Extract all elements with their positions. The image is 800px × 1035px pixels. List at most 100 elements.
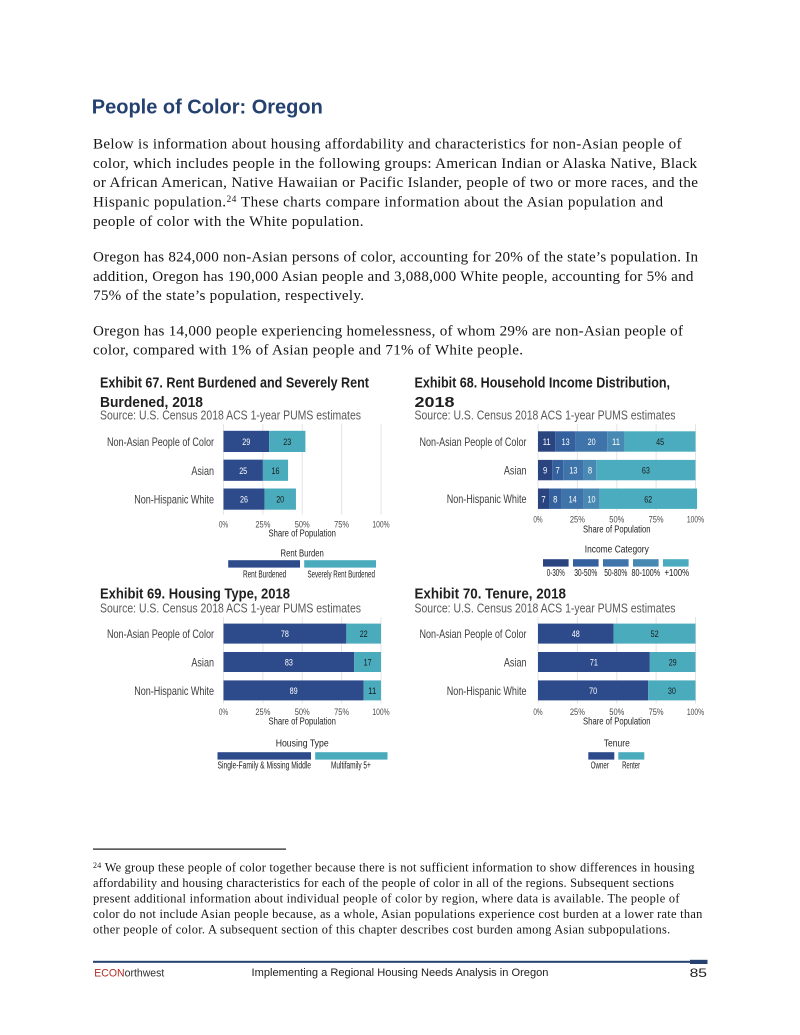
svg-text:75%: 75% (649, 707, 664, 718)
svg-text:0%: 0% (533, 514, 543, 525)
svg-text:Multifamily 5+: Multifamily 5+ (331, 761, 371, 772)
svg-text:29: 29 (669, 658, 677, 669)
svg-text:0%: 0% (533, 707, 543, 718)
svg-text:52: 52 (651, 629, 659, 640)
svg-text:Rent Burdened: Rent Burdened (243, 569, 286, 580)
svg-text:Housing Type: Housing Type (276, 739, 329, 750)
svg-text:Source: U.S. Census 2018 ACS 1: Source: U.S. Census 2018 ACS 1-year PUMS… (415, 600, 676, 615)
svg-text:Below is information about hou: Below is information about housing affor… (93, 137, 682, 153)
svg-text:0%: 0% (219, 519, 229, 530)
svg-text:83: 83 (285, 658, 293, 669)
svg-text:50%: 50% (295, 707, 310, 718)
svg-text:50%: 50% (609, 707, 624, 718)
svg-text:2018: 2018 (415, 395, 455, 411)
svg-text:Share of Population: Share of Population (268, 717, 336, 728)
svg-text:Non-Asian People of Color: Non-Asian People of Color (420, 435, 527, 449)
svg-text:17: 17 (364, 658, 372, 669)
svg-text:Tenure: Tenure (604, 739, 630, 750)
svg-text:Non-Hispanic White: Non-Hispanic White (134, 493, 214, 507)
svg-text:People of Color: Oregon: People of Color: Oregon (92, 97, 323, 119)
svg-text:30: 30 (668, 686, 676, 697)
svg-text:29: 29 (242, 437, 250, 448)
svg-text:24​ We group these people of c: 24​ We group these people of color toget… (93, 860, 694, 874)
svg-text:75%: 75% (649, 514, 664, 525)
svg-text:Exhibit 68. Household Income D: Exhibit 68. Household Income Distributio… (415, 375, 671, 391)
svg-text:Renter: Renter (622, 761, 640, 772)
svg-text:Asian: Asian (191, 656, 214, 670)
svg-text:Implementing a Regional Housin: Implementing a Regional Housing Needs An… (252, 967, 549, 979)
svg-text:25%: 25% (570, 514, 585, 525)
svg-text:Burdened, 2018: Burdened, 2018 (100, 395, 203, 411)
svg-text:11: 11 (612, 437, 620, 448)
svg-text:0%: 0% (219, 707, 229, 718)
svg-text:30-50%: 30-50% (574, 568, 597, 579)
svg-text:Non-Hispanic White: Non-Hispanic White (134, 684, 214, 698)
svg-text:Source: U.S. Census 2018 ACS 1: Source: U.S. Census 2018 ACS 1-year PUMS… (100, 600, 361, 615)
svg-text:70: 70 (589, 686, 597, 697)
svg-text:8: 8 (588, 466, 592, 477)
svg-text:45: 45 (656, 437, 664, 448)
svg-text:Non-Asian People of Color: Non-Asian People of Color (107, 435, 214, 449)
svg-text:78: 78 (281, 629, 289, 640)
svg-text:Severely Rent Burdened: Severely Rent Burdened (307, 569, 375, 580)
svg-text:100%: 100% (687, 514, 705, 525)
svg-text:8: 8 (553, 494, 557, 505)
svg-text:50%: 50% (609, 514, 624, 525)
svg-text:Oregon has 824,000 non-Asian p: Oregon has 824,000 non-Asian persons of … (93, 250, 698, 266)
svg-text:Single-Family & Missing Middle: Single-Family & Missing Middle (218, 761, 312, 772)
svg-text:25%: 25% (255, 707, 270, 718)
svg-text:63: 63 (642, 466, 650, 477)
svg-text:other people of color. A subse: other people of color. A subsequent sect… (93, 923, 670, 937)
svg-text:Owner: Owner (591, 761, 609, 772)
svg-text:Non-Hispanic White: Non-Hispanic White (447, 492, 527, 506)
svg-text:or African American, Native Ha: or African American, Native Hawaiian or … (93, 175, 698, 191)
svg-text:Exhibit 67. Rent Burdened and: Exhibit 67. Rent Burdened and Severely R… (100, 375, 369, 391)
svg-text:present additional information: present additional information about ind… (93, 891, 680, 905)
svg-text:ECONorthwest: ECONorthwest (94, 968, 164, 980)
svg-text:22: 22 (360, 629, 368, 640)
svg-text:Hispanic population.24​ These: Hispanic population.24​ These charts com… (93, 195, 663, 211)
svg-text:100%: 100% (687, 707, 705, 718)
svg-text:85: 85 (690, 966, 708, 980)
svg-text:10: 10 (588, 494, 596, 505)
svg-text:25: 25 (239, 466, 247, 477)
svg-text:75% of the state’s population,: 75% of the state’s population, respectiv… (93, 288, 364, 304)
svg-text:100%: 100% (372, 519, 390, 530)
svg-text:71: 71 (590, 658, 598, 669)
svg-text:16: 16 (272, 466, 280, 477)
svg-text:addition, Oregon has 190,000 A: addition, Oregon has 190,000 Asian peopl… (93, 269, 694, 285)
svg-text:Income Category: Income Category (585, 545, 649, 556)
svg-text:89: 89 (290, 686, 298, 697)
svg-text:Exhibit 69. Housing Type, 2018: Exhibit 69. Housing Type, 2018 (100, 587, 290, 603)
svg-text:color do not include Asian peo: color do not include Asian people becaus… (93, 907, 702, 921)
svg-text:color, compared with 1% of Asi: color, compared with 1% of Asian people … (93, 343, 523, 359)
svg-text:20: 20 (276, 495, 284, 506)
svg-text:62: 62 (644, 494, 652, 505)
svg-text:80-100%: 80-100% (632, 568, 661, 579)
svg-text:+100%: +100% (664, 568, 689, 579)
svg-text:100%: 100% (372, 707, 390, 718)
svg-text:color, which includes people i: color, which includes people in the foll… (93, 156, 697, 172)
svg-text:75%: 75% (334, 519, 349, 530)
svg-text:Non-Asian People of Color: Non-Asian People of Color (420, 627, 527, 641)
svg-text:Non-Asian People of Color: Non-Asian People of Color (107, 627, 214, 641)
svg-text:7: 7 (556, 466, 560, 477)
svg-text:20: 20 (588, 437, 596, 448)
svg-text:Share of Population: Share of Population (268, 528, 336, 539)
svg-text:75%: 75% (334, 707, 349, 718)
svg-text:Rent Burden: Rent Burden (281, 548, 324, 559)
svg-text:Oregon has 14,000 people exper: Oregon has 14,000 people experiencing ho… (93, 323, 684, 339)
svg-text:Share of Population: Share of Population (583, 717, 651, 728)
svg-text:50%: 50% (295, 519, 310, 530)
svg-text:Asian: Asian (504, 656, 527, 670)
svg-text:25%: 25% (570, 707, 585, 718)
svg-text:13: 13 (562, 437, 570, 448)
svg-text:Source: U.S. Census 2018 ACS 1: Source: U.S. Census 2018 ACS 1-year PUMS… (415, 408, 676, 423)
svg-text:48: 48 (572, 629, 580, 640)
svg-text:Asian: Asian (191, 464, 214, 478)
svg-text:Source: U.S. Census 2018 ACS 1: Source: U.S. Census 2018 ACS 1-year PUMS… (100, 408, 361, 423)
svg-text:25%: 25% (255, 519, 270, 530)
svg-text:14: 14 (569, 494, 577, 505)
svg-text:people of color with the White: people of color with the White populatio… (93, 214, 364, 230)
svg-text:9: 9 (543, 466, 547, 477)
